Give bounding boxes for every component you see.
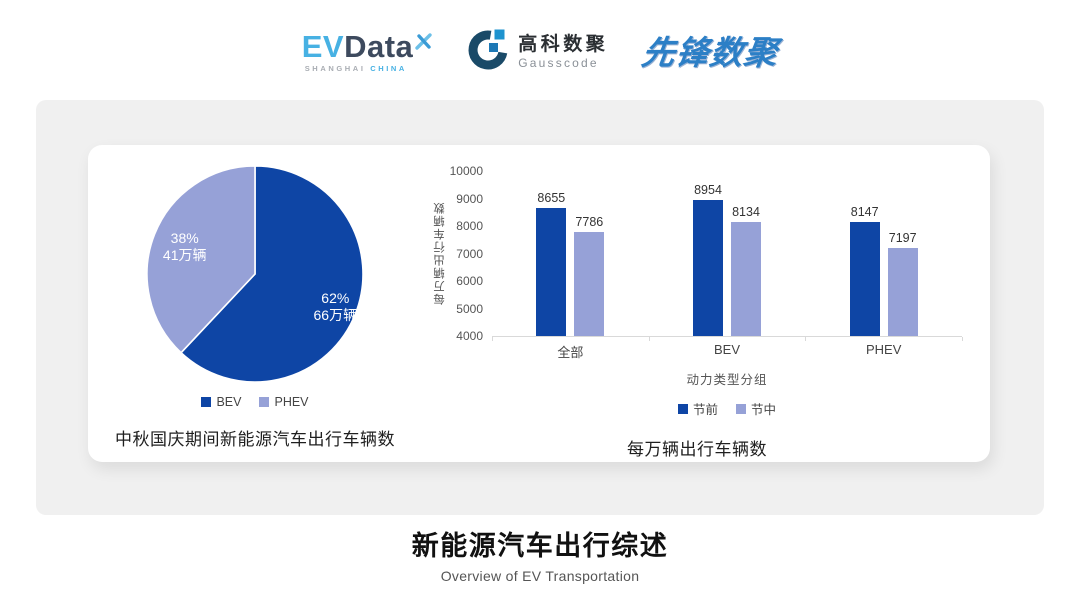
bar-group-3: 8147 7197	[805, 171, 962, 336]
bar: 8147	[849, 205, 880, 336]
pie-legend-item-bev: BEV	[201, 395, 241, 409]
x-axis-tick	[805, 337, 807, 341]
evdata-china-text: CHINA	[370, 64, 407, 74]
bar-y-axis-ticks: 10000 9000 8000 7000 6000 5000 4000	[448, 164, 492, 343]
bar: 8134	[731, 205, 761, 336]
gausscode-en-text: Gausscode	[518, 55, 599, 70]
bar-x-axis-categories: 全部 BEV PHEV	[432, 342, 962, 361]
evdata-wordmark: EV Data	[302, 31, 434, 62]
gausscode-g-icon	[467, 29, 509, 76]
x-axis-category-label: PHEV	[865, 342, 902, 357]
bar-y-axis-title: 每万辆出行车辆数	[434, 201, 446, 306]
bar-legend-label: 节前	[692, 403, 718, 417]
pinwheel-x-icon	[414, 25, 433, 56]
pie-chart-block: 62% 66万辆 38% 41万辆 BEV PHEV 中秋国庆期间新能源汽车出行车辆数	[88, 145, 422, 462]
bar: 8954	[693, 183, 723, 336]
bar-legend-label: 节中	[751, 403, 777, 417]
x-axis-tick	[962, 337, 963, 341]
phev-swatch-icon	[259, 397, 270, 407]
bar: 7197	[887, 231, 918, 336]
legend-swatch-icon	[677, 403, 688, 414]
bar-chart-plot-row: 每万辆出行车辆数 10000 9000 8000 7000 6000 5000 4000 8…	[432, 164, 963, 343]
bar-value-label: 8655	[537, 191, 566, 205]
pie-chart: 62% 66万辆 38% 41万辆	[146, 165, 364, 383]
y-axis-tick-label: 9000	[456, 191, 483, 206]
bar-value-label: 7786	[575, 214, 604, 229]
y-axis-tick-label: 10000	[449, 164, 483, 178]
bar-value-label: 7197	[888, 231, 917, 246]
pie-legend-label: BEV	[216, 395, 242, 409]
page-title: 新能源汽车出行综述	[411, 531, 669, 561]
bar-chart-block: 每万辆出行车辆数 10000 9000 8000 7000 6000 5000 4000 8…	[422, 145, 990, 462]
evdata-data-text: Data	[344, 29, 414, 65]
bar: 8655	[536, 191, 567, 336]
y-axis-tick-label: 8000	[456, 219, 483, 233]
axis-spacer	[432, 342, 492, 361]
pie-legend-label: PHEV	[274, 395, 309, 409]
evdata-ev-text: EV	[301, 29, 345, 65]
evdata-shanghai-text: SHANGHAI	[304, 64, 366, 74]
bar-x-axis-title: 动力类型分组	[686, 373, 768, 387]
bar-legend-item: 节中	[736, 399, 776, 418]
bar-value-label: 8134	[732, 205, 760, 220]
y-axis-tick-label: 6000	[456, 274, 483, 288]
y-axis-tick-label: 4000	[456, 329, 483, 343]
bar-chart-title: 每万辆出行车辆数	[627, 440, 767, 459]
page-footer: 新能源汽车出行综述 Overview of EV Transportation	[0, 530, 1080, 584]
gausscode-logo: 高科数聚 Gausscode	[467, 29, 608, 76]
bar-legend-item: 节前	[677, 399, 718, 418]
bar-value-label: 8147	[850, 204, 879, 219]
xianfeng-logo: 先锋数聚	[639, 33, 781, 71]
evdata-subtext: SHANGHAI CHINA	[305, 65, 407, 73]
bar-group-1: 8655 7786	[492, 171, 649, 336]
legend-swatch-icon	[736, 403, 746, 414]
logo-bar: EV Data SHANGHAI CHINA 高科数聚 Gausscode 先锋数…	[0, 20, 1080, 84]
gausscode-wordmark: 高科数聚 Gausscode	[518, 33, 609, 70]
bar-group-2: 8954 8134	[649, 171, 806, 336]
charts-card: 62% 66万辆 38% 41万辆 BEV PHEV 中秋国庆期间新能源汽车出行车辆数…	[88, 145, 990, 462]
x-axis-tick	[492, 337, 493, 341]
gausscode-cn-text: 高科数聚	[518, 33, 609, 55]
x-axis-tick	[648, 337, 650, 341]
pie-slice-label: 62% 66万辆	[314, 290, 358, 323]
bar-value-label: 8954	[694, 182, 722, 197]
pie-slice-phev	[146, 165, 256, 354]
pie-slice-bev	[179, 165, 364, 383]
report-panel: 62% 66万辆 38% 41万辆 BEV PHEV 中秋国庆期间新能源汽车出行车辆数…	[36, 100, 1044, 515]
y-axis-tick-label: 5000	[456, 301, 483, 316]
bar: 7786	[574, 215, 605, 336]
page-subtitle: Overview of EV Transportation	[440, 568, 640, 585]
y-axis-tick-label: 7000	[456, 246, 483, 261]
x-axis-category-label: 全部	[557, 345, 584, 360]
pie-slice-label: 38% 41万辆	[163, 230, 207, 263]
bar-chart-plot: 8655 7786 8954 8134 8147 7197	[492, 171, 963, 341]
pie-legend-item-phev: PHEV	[259, 395, 309, 409]
bev-swatch-icon	[201, 397, 212, 407]
pie-legend: BEV PHEV	[201, 395, 309, 409]
bar-legend: 节前 节中	[432, 399, 962, 418]
pie-chart-title: 中秋国庆期间新能源汽车出行车辆数	[115, 430, 395, 449]
evdata-logo: EV Data SHANGHAI CHINA	[302, 31, 434, 73]
x-axis-category-label: BEV	[714, 342, 741, 357]
